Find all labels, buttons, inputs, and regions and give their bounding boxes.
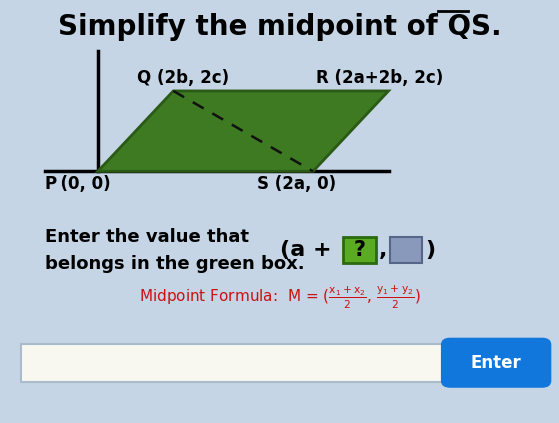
FancyBboxPatch shape	[442, 338, 551, 387]
Text: S (2a, 0): S (2a, 0)	[257, 175, 337, 193]
FancyBboxPatch shape	[21, 344, 446, 382]
Text: Enter: Enter	[471, 354, 522, 372]
FancyBboxPatch shape	[343, 237, 376, 263]
Text: ): )	[425, 239, 435, 260]
Text: ?: ?	[353, 239, 366, 260]
Text: P (0, 0): P (0, 0)	[45, 175, 110, 193]
Text: Midpoint Formula:  M = ($\mathregular{\frac{x_1+x_2}{2}}$, $\mathregular{\frac{y: Midpoint Formula: M = ($\mathregular{\fr…	[139, 285, 420, 311]
Text: belongs in the green box.: belongs in the green box.	[45, 255, 304, 273]
Text: R (2a+2b, 2c): R (2a+2b, 2c)	[316, 69, 443, 87]
Text: (a +: (a +	[280, 239, 339, 260]
Text: Q (2b, 2c): Q (2b, 2c)	[137, 69, 229, 87]
Polygon shape	[98, 91, 389, 171]
FancyBboxPatch shape	[390, 237, 422, 263]
Text: ,: ,	[378, 239, 387, 260]
Text: Simplify the midpoint of QS.: Simplify the midpoint of QS.	[58, 14, 501, 41]
Text: Enter the value that: Enter the value that	[45, 228, 249, 246]
